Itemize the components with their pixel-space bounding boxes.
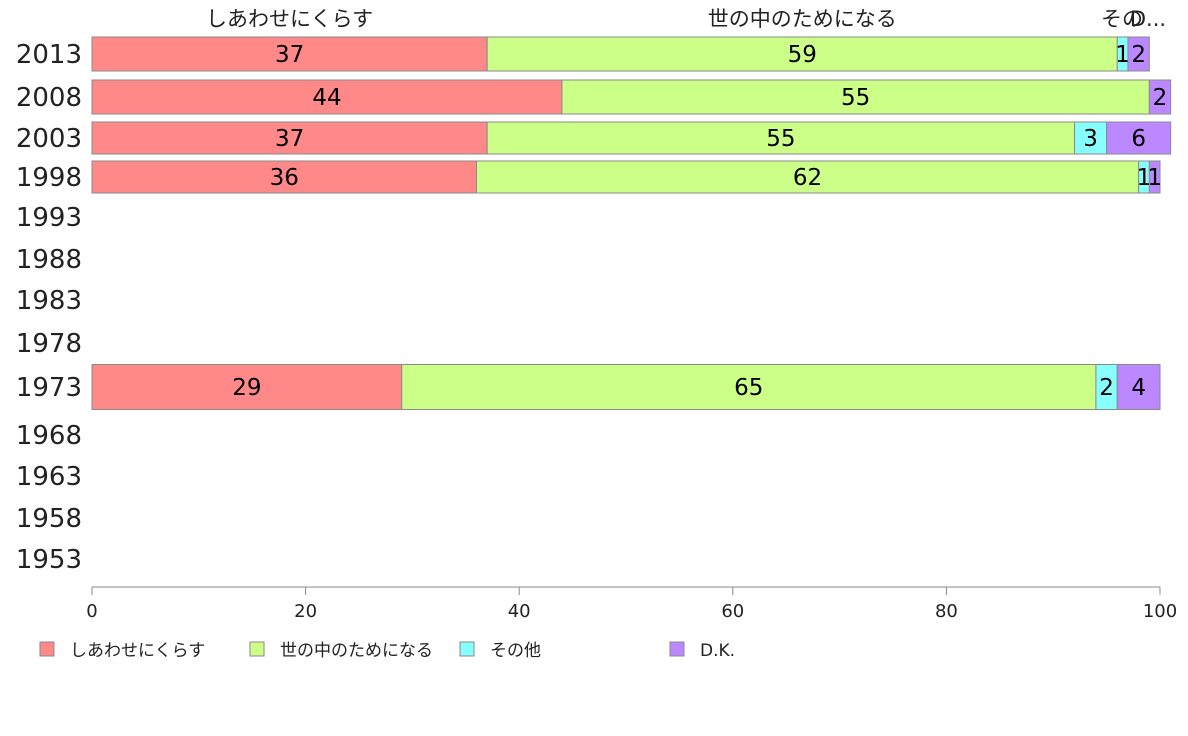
data-label-1973-series-0: 29 [232,375,261,401]
bar-2013-series-0 [91,36,488,72]
data-label-1998-series-3: 1 [1147,165,1162,191]
y-tick-label-2008: 2008 [16,83,82,113]
legend-label-0: しあわせにくらす [70,641,205,661]
y-tick-label-1988: 1988 [16,245,82,275]
legend: しあわせにくらす 世の中のためになる その他 D.K. [39,641,735,661]
x-tick-label-0: 0 [86,601,97,622]
data-label-2008-series-1: 55 [841,85,870,111]
bar-1998-series-1 [475,160,1140,194]
y-tick-label-1953: 1953 [16,545,82,575]
data-label-2008-series-0: 44 [312,85,341,111]
data-label-2003-series-0: 37 [275,126,304,152]
y-tick-label-1973: 1973 [16,373,82,403]
bar-2013-series-3 [1127,36,1150,72]
bar-2008-series-0 [91,79,563,115]
legend-swatch-1 [249,641,265,657]
y-tick-label-1993: 1993 [16,203,82,233]
data-label-2013-series-3: 2 [1131,42,1146,68]
y-tick-label-2013: 2013 [16,40,82,70]
x-tick-label-60: 60 [721,601,744,622]
data-label-2013-series-2: 1 [1115,42,1130,68]
y-tick-label-1998: 1998 [16,163,82,193]
data-label-1973-series-3: 4 [1131,375,1146,401]
bar-2003-series-1 [486,121,1076,155]
legend-swatch-2 [459,641,475,657]
bar-2003-series-0 [91,121,488,155]
y-tick-label-1958: 1958 [16,504,82,534]
top-labels: しあわせにくらす 世の中のためになる そのD... [206,7,1166,31]
x-axis: 0 20 40 60 80 100 [86,586,1177,622]
bar-2013-series-1 [486,36,1118,72]
data-label-2003-series-3: 6 [1131,126,1146,152]
x-tick-label-40: 40 [508,601,531,622]
data-label-2013-series-0: 37 [275,42,304,68]
bar-2008-series-1 [561,79,1150,115]
data-label-2008-series-3: 2 [1153,85,1168,111]
data-label-2013-series-1: 59 [788,42,817,68]
legend-label-3: D.K. [700,641,735,661]
x-tick-label-20: 20 [294,601,317,622]
x-tick-label-100: 100 [1143,601,1177,622]
top-label-2: その [1101,7,1143,31]
x-tick-label-80: 80 [935,601,958,622]
data-label-2003-series-1: 55 [766,126,795,152]
bar-1973-series-3 [1116,364,1161,410]
top-label-1: 世の中のためになる [708,7,897,31]
legend-swatch-3 [669,641,685,657]
data-label-1973-series-1: 65 [734,375,763,401]
legend-label-1: 世の中のためになる [280,641,433,661]
bar-2003-series-2 [1074,121,1108,155]
legend-swatch-0 [39,641,55,657]
top-label-0: しあわせにくらす [206,7,373,31]
y-tick-label-1983: 1983 [16,286,82,316]
y-tick-label-1978: 1978 [16,329,82,359]
bar-2003-series-3 [1106,121,1172,155]
y-axis: 2013 2008 2003 1998 1993 1988 1983 1978 1973 1968… [16,40,82,575]
bar-2008-series-3 [1148,79,1172,115]
y-tick-label-1968: 1968 [16,421,82,451]
y-tick-label-2003: 2003 [16,124,82,154]
data-label-1998-series-2: 1 [1137,165,1152,191]
top-label-3: D... [1130,7,1166,31]
legend-label-2: その他 [490,641,541,661]
data-label-1973-series-2: 2 [1099,375,1114,401]
data-label-2003-series-2: 3 [1083,126,1098,152]
bar-1998-series-3 [1148,160,1161,194]
y-tick-label-1963: 1963 [16,462,82,492]
data-label-1998-series-0: 36 [270,165,299,191]
bar-1973-series-1 [401,364,1097,410]
data-label-1998-series-1: 62 [793,165,822,191]
